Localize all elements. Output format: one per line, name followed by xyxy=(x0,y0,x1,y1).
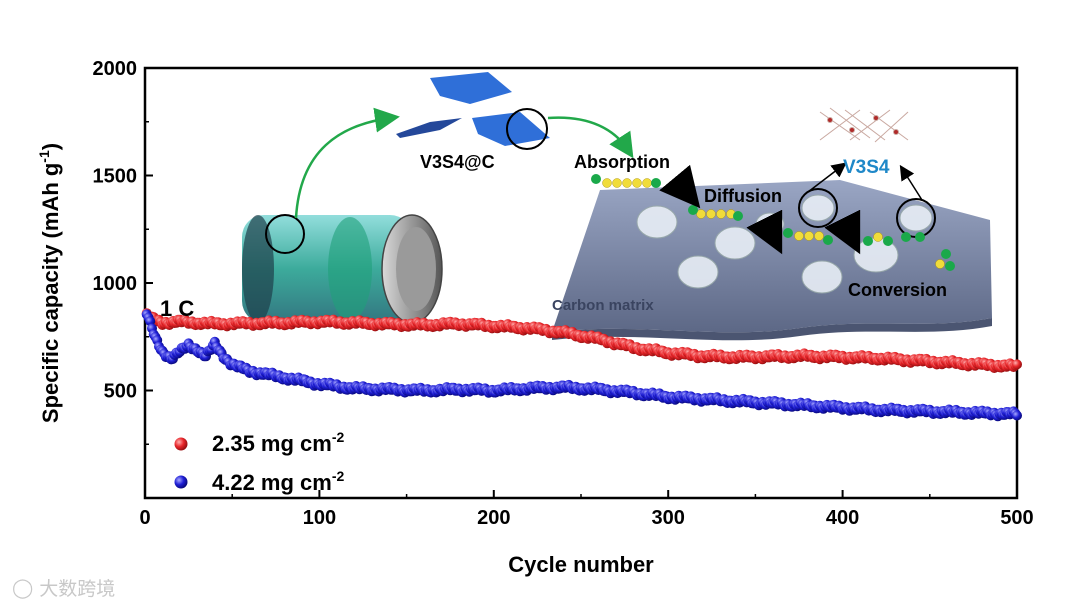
schematic-inset: V3S4@C Carbon matrix xyxy=(242,72,992,341)
y-axis-ticks: 500 1000 1500 2000 xyxy=(93,58,153,445)
legend-label-series-1: 2.35 mg cm-2 xyxy=(212,429,345,456)
series-layer xyxy=(141,308,1022,422)
watermark-text: 大数跨境 xyxy=(39,578,116,600)
y-tick-label: 500 xyxy=(104,381,137,403)
diffusion-label: Diffusion xyxy=(704,186,782,206)
x-tick-label: 500 xyxy=(1000,507,1033,529)
legend: 2.35 mg cm-2 4.22 mg cm-2 xyxy=(174,429,345,495)
crystal-lattice xyxy=(819,107,909,143)
x-tick-label: 200 xyxy=(477,507,510,529)
rate-label: 1 C xyxy=(160,296,194,321)
x-tick-label: 0 xyxy=(139,507,150,529)
composite-label: V3S4@C xyxy=(420,152,495,172)
absorption-label: Absorption xyxy=(574,152,670,172)
legend-marker-red xyxy=(174,437,188,451)
conversion-label: Conversion xyxy=(848,280,947,300)
watermark-logo-icon: ◯ xyxy=(12,576,34,599)
x-tick-label: 100 xyxy=(303,507,336,529)
x-axis-ticks: 0 100 200 300 400 500 xyxy=(139,490,1034,529)
watermark: ◯ 大数跨境 xyxy=(12,574,115,601)
x-tick-label: 400 xyxy=(826,507,859,529)
y-tick-label: 2000 xyxy=(93,58,138,80)
carbon-matrix-label: Carbon matrix xyxy=(552,297,654,314)
battery-illustration xyxy=(242,214,443,324)
y-axis-title: Specific capacity (mAh g-1) xyxy=(36,143,63,423)
legend-marker-blue xyxy=(174,475,188,489)
data-point xyxy=(1012,410,1022,421)
series-1-markers xyxy=(141,308,1022,373)
crystal-label: V3S4 xyxy=(843,157,890,178)
y-tick-label: 1500 xyxy=(93,166,138,188)
data-point xyxy=(1012,359,1022,370)
composite-flakes xyxy=(396,72,550,150)
x-tick-label: 300 xyxy=(652,507,685,529)
series-2-markers xyxy=(141,309,1022,422)
x-axis-title: Cycle number xyxy=(508,552,654,577)
legend-label-series-2: 4.22 mg cm-2 xyxy=(212,468,345,495)
y-tick-label: 1000 xyxy=(93,273,138,295)
